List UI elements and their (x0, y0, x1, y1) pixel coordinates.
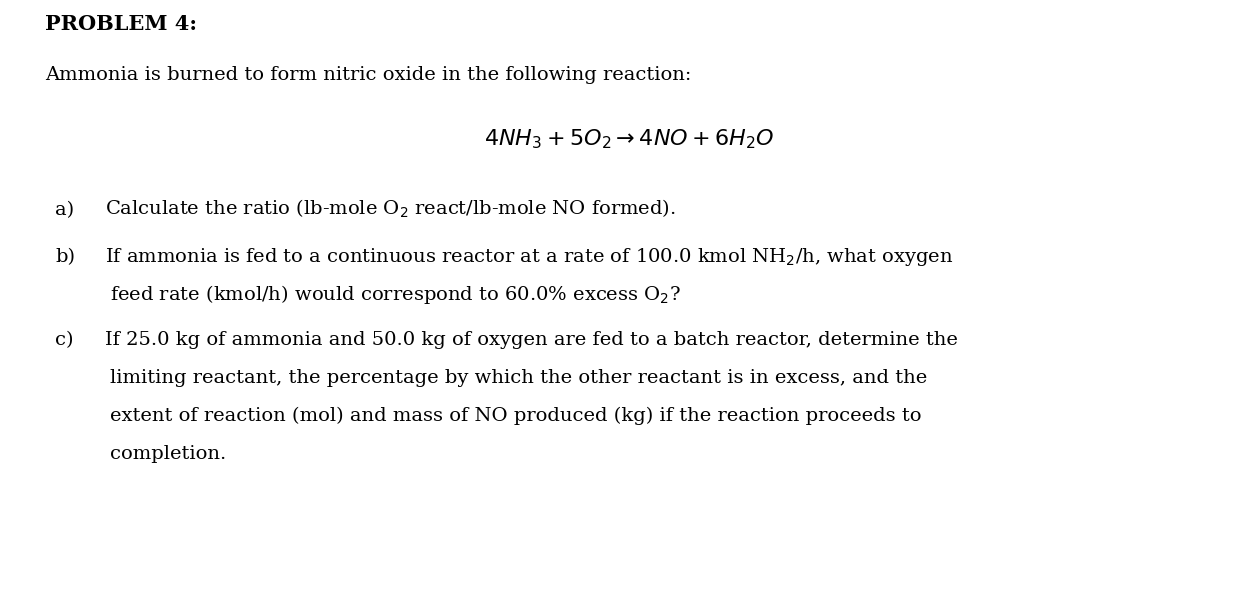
Text: PROBLEM 4:: PROBLEM 4: (45, 14, 198, 34)
Text: b): b) (55, 248, 75, 266)
Text: a): a) (55, 201, 74, 219)
Text: c): c) (55, 331, 73, 349)
Text: If ammonia is fed to a continuous reactor at a rate of 100.0 kmol NH$_2$/h, what: If ammonia is fed to a continuous reacto… (104, 246, 954, 268)
Text: $4NH_3 + 5O_2 \rightarrow 4NO + 6H_2O$: $4NH_3 + 5O_2 \rightarrow 4NO + 6H_2O$ (484, 127, 774, 151)
Text: limiting reactant, the percentage by which the other reactant is in excess, and : limiting reactant, the percentage by whi… (109, 369, 927, 387)
Text: Calculate the ratio (lb-mole O$_2$ react/lb-mole NO formed).: Calculate the ratio (lb-mole O$_2$ react… (104, 198, 676, 220)
Text: completion.: completion. (109, 445, 226, 463)
Text: extent of reaction (mol) and mass of NO produced (kg) if the reaction proceeds t: extent of reaction (mol) and mass of NO … (109, 407, 922, 425)
Text: feed rate (kmol/h) would correspond to 60.0% excess O$_2$?: feed rate (kmol/h) would correspond to 6… (109, 283, 681, 306)
Text: If 25.0 kg of ammonia and 50.0 kg of oxygen are fed to a batch reactor, determin: If 25.0 kg of ammonia and 50.0 kg of oxy… (104, 331, 957, 349)
Text: Ammonia is burned to form nitric oxide in the following reaction:: Ammonia is burned to form nitric oxide i… (45, 66, 692, 84)
